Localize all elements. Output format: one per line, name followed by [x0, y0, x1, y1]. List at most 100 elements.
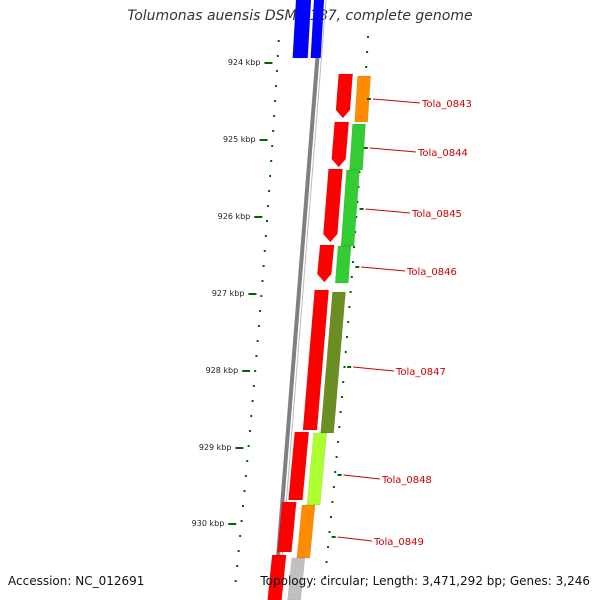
tick-dot	[365, 66, 368, 68]
gene-label-tola-0847: Tola_0847	[395, 367, 446, 378]
gene-label-tola-0846: Tola_0846	[406, 267, 457, 278]
gene-block-tola-0846	[334, 245, 352, 284]
tick-dot	[240, 520, 243, 522]
cds-arrow	[331, 121, 349, 168]
inner-tick-track	[234, 40, 280, 582]
topology-summary: Topology: circular; Length: 3,471,292 bp…	[260, 574, 590, 588]
gene-block-tola-0848	[306, 432, 327, 506]
tick-dot	[236, 565, 239, 567]
tick-dot	[351, 261, 354, 263]
scale-label: 928 kbp	[206, 366, 239, 375]
scale-label: 925 kbp	[223, 135, 256, 144]
tick-dot	[234, 580, 237, 582]
tick-dot	[324, 576, 327, 578]
backbone-highlight	[278, 0, 327, 600]
tick-dot	[353, 246, 356, 248]
gene-label-tola-0843: Tola_0843	[421, 99, 472, 110]
leader-line	[369, 147, 417, 153]
tick-dot	[348, 306, 351, 308]
tick-dot	[336, 441, 339, 443]
tick-dot	[259, 310, 262, 312]
scale-label: 929 kbp	[199, 443, 232, 452]
tick-dot	[338, 426, 341, 428]
gene-block-tola-0847	[320, 291, 346, 434]
tick-dot	[357, 186, 360, 188]
tick-dot	[325, 561, 328, 563]
tick-dot	[347, 321, 350, 323]
tick-dot	[356, 201, 359, 203]
tick-dot	[251, 400, 254, 402]
tick-dot	[277, 40, 280, 42]
gene-block-tola-0849	[296, 504, 316, 559]
tick-dot	[271, 145, 274, 147]
tick-dot	[261, 280, 264, 282]
backbone-line	[272, 0, 324, 600]
tick-dot	[343, 366, 346, 368]
tick-dot	[246, 460, 249, 462]
tick-dot	[257, 325, 260, 327]
genome-backbone	[272, 0, 327, 600]
blue-feature	[310, 0, 325, 59]
tick-dot	[268, 190, 271, 192]
tick-dot	[252, 385, 255, 387]
gene-label-tola-0849: Tola_0849	[373, 537, 424, 548]
tick-dot	[327, 546, 330, 548]
tick-dot	[358, 171, 361, 173]
gene-labels: Tola_0843 Tola_0844 Tola_0845 Tola_0846 Tola…	[331, 98, 472, 548]
tick-dot	[248, 430, 251, 432]
tick-dot	[366, 51, 369, 53]
tick-dot	[265, 220, 268, 222]
tick-dot	[237, 550, 240, 552]
tick-dot	[250, 415, 253, 417]
tick-dot	[247, 445, 250, 447]
tick-dot	[256, 340, 259, 342]
tick-dot	[273, 115, 276, 117]
tick-dot	[329, 516, 332, 518]
tick-dot	[328, 531, 331, 533]
tick-dot	[243, 490, 246, 492]
scale-label: 930 kbp	[192, 519, 225, 528]
leader-line	[365, 208, 411, 214]
tick-dot	[346, 336, 349, 338]
tick-dot	[340, 396, 343, 398]
tick-dot	[254, 370, 257, 372]
tick-dot	[344, 351, 347, 353]
tick-dot	[274, 100, 277, 102]
gene-block-tola-0843	[354, 75, 371, 123]
tick-dot	[354, 231, 357, 233]
tick-dot	[349, 291, 352, 293]
tick-dot	[260, 295, 263, 297]
tick-dot	[272, 130, 275, 132]
leader-line	[361, 266, 406, 272]
gene-block-tola-0845	[340, 169, 360, 247]
cds-arrow	[317, 244, 335, 283]
leader-line	[337, 536, 373, 542]
tick-dot	[263, 250, 266, 252]
leader-line	[372, 98, 421, 104]
gene-label-tola-0844: Tola_0844	[417, 148, 468, 159]
tick-dot	[275, 85, 278, 87]
tick-dot	[264, 235, 267, 237]
cds-arrow	[323, 168, 343, 243]
tick-dot	[331, 501, 334, 503]
cds-arrow	[302, 289, 329, 431]
tick-dot	[275, 70, 278, 72]
tick-dot	[276, 55, 279, 57]
leader-line	[343, 474, 381, 480]
tick-dot	[350, 276, 353, 278]
scale-label: 927 kbp	[212, 289, 245, 298]
tick-dot	[262, 265, 265, 267]
tick-dot	[267, 205, 270, 207]
gene-block-tola-0844	[349, 123, 366, 171]
cds-arrow	[277, 501, 297, 553]
tick-dot	[334, 471, 337, 473]
scale-labels: 924 kbp 925 kbp 926 kbp 927 kbp 928 kbp 929 k…	[192, 58, 273, 528]
tick-dot	[332, 486, 335, 488]
tick-dot	[269, 175, 272, 177]
scale-label: 924 kbp	[228, 58, 261, 67]
tick-dot	[342, 381, 345, 383]
leader-line	[353, 366, 395, 372]
tick-dot	[366, 36, 369, 38]
cds-arrow	[288, 431, 310, 501]
